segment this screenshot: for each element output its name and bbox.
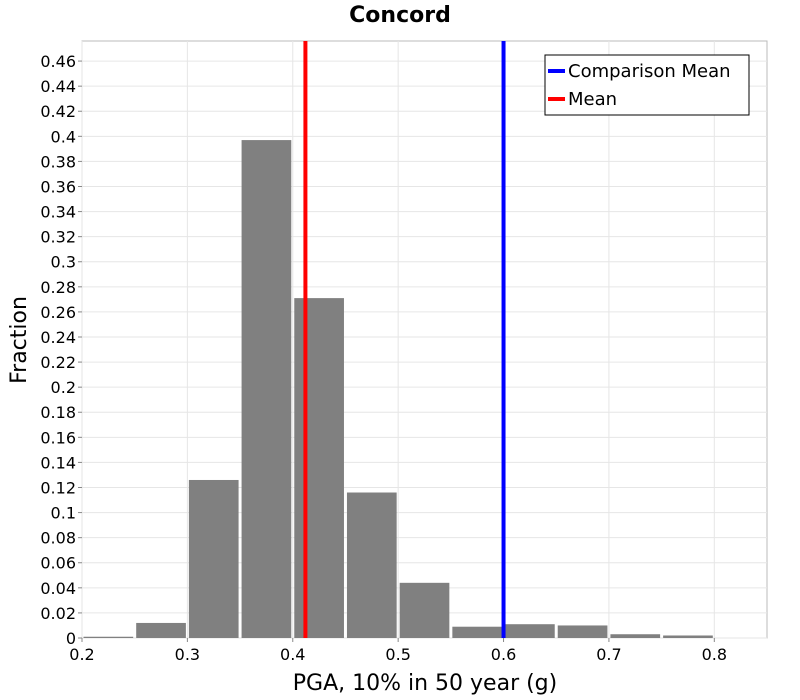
histogram-bar <box>241 140 292 638</box>
y-tick-label: 0.44 <box>40 77 76 96</box>
y-tick-label: 0.34 <box>40 203 76 222</box>
legend-label-mean: Mean <box>568 89 617 110</box>
histogram-bar <box>136 622 186 638</box>
x-tick-label: 0.4 <box>280 645 305 664</box>
mean-lines <box>303 41 506 638</box>
y-tick-label: 0.14 <box>40 453 76 472</box>
y-tick-label: 0 <box>66 629 76 648</box>
legend: Comparison Mean Mean <box>544 54 750 116</box>
plot-area <box>81 40 768 639</box>
x-tick-label: 0.3 <box>175 645 200 664</box>
y-tick-label: 0.04 <box>40 579 76 598</box>
y-tick-label: 0.18 <box>40 403 76 422</box>
y-tick-label: 0.2 <box>51 378 76 397</box>
histogram-bar <box>346 492 397 638</box>
y-tick-label: 0.02 <box>40 604 76 623</box>
y-tick-label: 0.22 <box>40 353 76 372</box>
histogram-bar <box>557 625 608 638</box>
y-tick-label: 0.16 <box>40 428 76 447</box>
histogram-bar <box>663 635 713 638</box>
y-tick-label: 0.3 <box>51 253 76 272</box>
y-axis-ticks: 0 0.02 0.04 0.06 0.08 0.1 0.12 0.14 0.16 0.18 0.2 0… <box>40 52 82 648</box>
histogram-bars <box>83 140 713 638</box>
x-tick-label: 0.8 <box>702 645 727 664</box>
histogram-bar <box>83 636 134 638</box>
x-axis-label: PGA, 10% in 50 year (g) <box>293 671 557 696</box>
y-tick-label: 0.06 <box>40 554 76 573</box>
histogram-bar <box>452 626 503 638</box>
y-tick-label: 0.24 <box>40 328 76 347</box>
y-tick-label: 0.32 <box>40 228 76 247</box>
x-tick-label: 0.5 <box>385 645 410 664</box>
histogram-bar <box>505 624 555 638</box>
legend-box <box>544 54 750 116</box>
y-tick-label: 0.4 <box>51 127 76 146</box>
y-tick-label: 0.36 <box>40 177 76 196</box>
y-tick-label: 0.26 <box>40 303 76 322</box>
y-tick-label: 0.46 <box>40 52 76 71</box>
y-tick-label: 0.1 <box>51 504 76 523</box>
chart-title: Concord <box>349 3 451 28</box>
x-tick-label: 0.2 <box>69 645 94 664</box>
y-tick-label: 0.28 <box>40 278 76 297</box>
y-tick-label: 0.42 <box>40 102 76 121</box>
histogram-bar <box>610 634 661 638</box>
x-tick-label: 0.7 <box>596 645 621 664</box>
legend-label-comparison-mean: Comparison Mean <box>568 61 731 82</box>
y-tick-label: 0.38 <box>40 152 76 171</box>
y-tick-label: 0.08 <box>40 529 76 548</box>
y-tick-label: 0.12 <box>40 478 76 497</box>
histogram-bar <box>399 582 450 638</box>
y-axis-label: Fraction <box>7 296 32 384</box>
x-axis-ticks: 0.2 0.3 0.4 0.5 0.6 0.7 0.8 <box>69 638 727 664</box>
histogram-bar <box>188 479 239 638</box>
histogram-bar <box>294 298 344 638</box>
x-tick-label: 0.6 <box>491 645 516 664</box>
